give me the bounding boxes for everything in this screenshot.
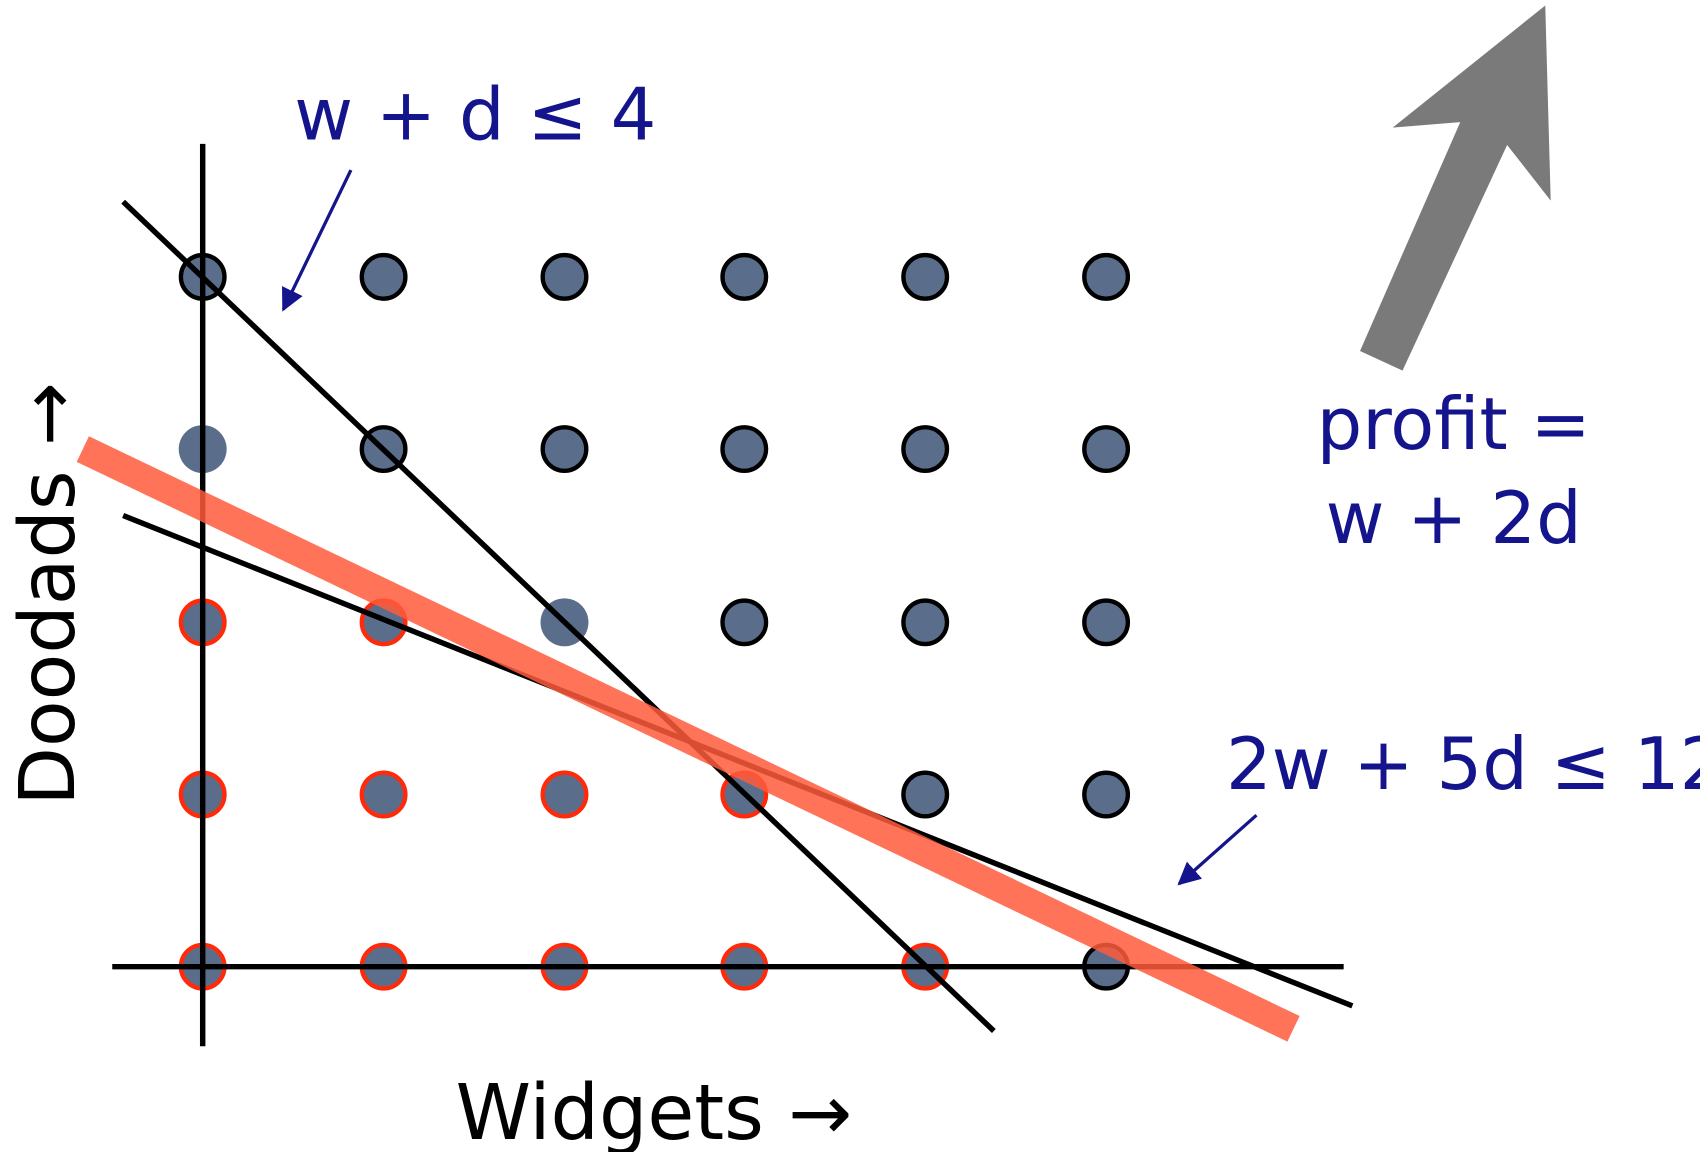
lattice-point [1082, 598, 1131, 647]
lattice-point [540, 252, 589, 301]
lattice-point [1082, 252, 1131, 301]
lattice-point [1082, 770, 1131, 819]
lattice-point [720, 425, 769, 474]
constraint-line-1 [121, 199, 996, 1033]
annotation-arrow [281, 169, 353, 312]
y-axis-label: Doodads → [3, 382, 92, 805]
lattice-point [901, 598, 950, 647]
lattice-point [901, 252, 950, 301]
lattice-point [901, 425, 950, 474]
constraint-label: w + d ≤ 4 [294, 73, 656, 157]
constraint-label: 2w + 5d ≤ 12 [1226, 722, 1700, 806]
lattice-point [720, 252, 769, 301]
lattice-point [540, 425, 589, 474]
profit-line [76, 436, 1300, 1042]
profit-label: profit = [1317, 382, 1591, 466]
lattice-point [901, 770, 950, 819]
lattice-point [359, 252, 408, 301]
lattice-point [720, 598, 769, 647]
lattice-point [359, 770, 408, 819]
lattice-point [1082, 425, 1131, 474]
profit-direction-arrow [1360, 5, 1551, 371]
x-axis-label: Widgets → [456, 1068, 852, 1152]
lattice-point [540, 770, 589, 819]
annotation-arrow [1177, 813, 1258, 886]
profit-label: w + 2d [1326, 476, 1582, 560]
